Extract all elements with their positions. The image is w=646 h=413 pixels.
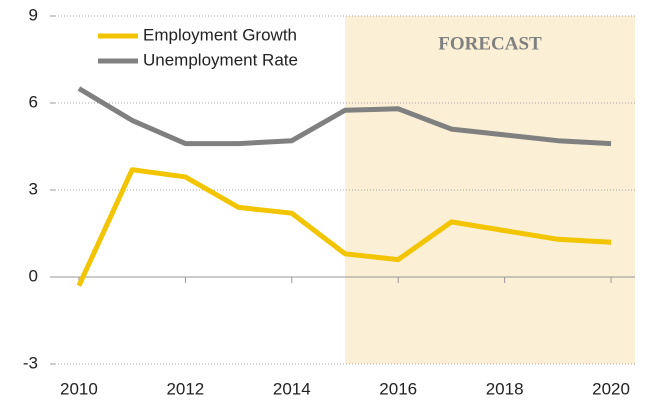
x-tick-label: 2016	[379, 379, 417, 398]
y-tick-label: 0	[29, 266, 38, 285]
series-line	[77, 86, 612, 147]
x-tick-label: 2020	[592, 379, 630, 398]
x-tick-label: 2012	[166, 379, 204, 398]
x-tick-label: 2010	[60, 379, 98, 398]
y-tick-label: 9	[29, 5, 38, 24]
x-tick-label: 2014	[273, 379, 311, 398]
x-tick-label: 2018	[486, 379, 524, 398]
legend-label: Employment Growth	[143, 25, 297, 44]
legend-label: Unemployment Rate	[143, 50, 298, 69]
series-line	[76, 167, 612, 287]
y-tick-label: 6	[29, 92, 38, 111]
y-tick-label: 3	[29, 179, 38, 198]
y-tick-label: -3	[23, 353, 38, 372]
forecast-label: FORECAST	[438, 33, 542, 54]
